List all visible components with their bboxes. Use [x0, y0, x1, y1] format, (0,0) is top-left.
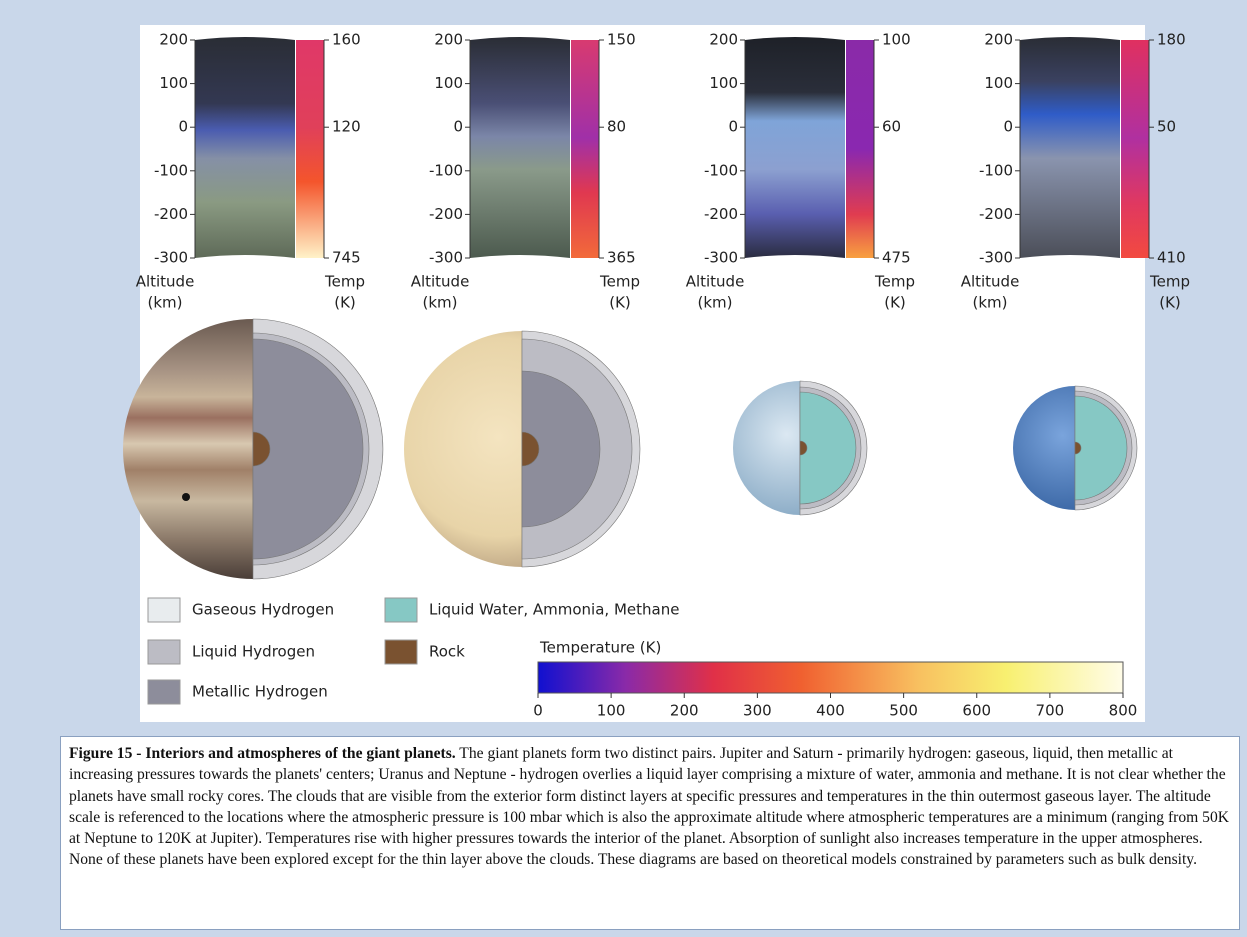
legend-swatch [148, 680, 180, 704]
axis-label: Altitude [136, 273, 195, 291]
temp-label: 160 [332, 31, 361, 49]
colorbar-title: Temperature (K) [539, 639, 661, 657]
page: 200 100 0 -100 -200 -300 160 120 745 Altitude (km)… [0, 0, 1247, 937]
altitude-tick-label: 0 [178, 118, 188, 136]
colorbar-tick-label: 600 [962, 702, 991, 720]
colorbar [538, 662, 1123, 693]
axis-label: Altitude [961, 273, 1020, 291]
axis-label: (K) [884, 294, 906, 312]
atmosphere-column [745, 37, 845, 258]
axis-label: Altitude [411, 273, 470, 291]
altitude-tick-label: -300 [704, 249, 738, 267]
legend-label: Gaseous Hydrogen [192, 601, 334, 619]
altitude-tick-label: 100 [434, 74, 463, 92]
atmosphere-column [1020, 37, 1120, 258]
altitude-tick-label: -300 [429, 249, 463, 267]
altitude-tick-label: 0 [453, 118, 463, 136]
axis-label: (km) [697, 294, 732, 312]
moon-shadow [182, 493, 190, 501]
legend-label: Rock [429, 643, 465, 661]
temp-label: 365 [607, 249, 636, 267]
temp-label: 475 [882, 249, 911, 267]
legend-swatch [148, 598, 180, 622]
temp-label: 80 [607, 118, 626, 136]
caption-title: Figure 15 - Interiors and atmospheres of… [69, 745, 456, 762]
axis-label: (km) [422, 294, 457, 312]
atmosphere-column [195, 37, 295, 258]
altitude-tick-label: -300 [154, 249, 188, 267]
axis-label: (K) [334, 294, 356, 312]
colorbar-tick-label: 700 [1036, 702, 1065, 720]
atmosphere-column [470, 37, 570, 258]
colorbar-tick-label: 800 [1109, 702, 1138, 720]
colorbar-tick-label: 300 [743, 702, 772, 720]
axis-label: Temp [1149, 273, 1190, 291]
axis-label: Altitude [686, 273, 745, 291]
axis-label: (K) [609, 294, 631, 312]
altitude-tick-label: -100 [429, 161, 463, 179]
temperature-bar [571, 40, 599, 258]
axis-label: (km) [972, 294, 1007, 312]
temperature-bar [296, 40, 324, 258]
colorbar-tick-label: 100 [597, 702, 626, 720]
legend-label: Metallic Hydrogen [192, 683, 328, 701]
temp-label: 745 [332, 249, 361, 267]
altitude-tick-label: 100 [709, 74, 738, 92]
altitude-tick-label: -100 [979, 161, 1013, 179]
axis-label: Temp [324, 273, 365, 291]
temperature-bar [846, 40, 874, 258]
colorbar-tick-label: 400 [816, 702, 845, 720]
legend-swatch [385, 598, 417, 622]
legend-swatch [148, 640, 180, 664]
axis-label: Temp [874, 273, 915, 291]
altitude-tick-label: -200 [154, 205, 188, 223]
temp-label: 150 [607, 31, 636, 49]
colorbar-tick-label: 500 [889, 702, 918, 720]
altitude-tick-label: 0 [728, 118, 738, 136]
axis-label: (K) [1159, 294, 1181, 312]
altitude-tick-label: 0 [1003, 118, 1013, 136]
colorbar-tick-label: 0 [533, 702, 543, 720]
altitude-tick-label: 200 [984, 31, 1013, 49]
altitude-tick-label: 100 [984, 74, 1013, 92]
temp-label: 100 [882, 31, 911, 49]
temp-label: 410 [1157, 249, 1186, 267]
temp-label: 60 [882, 118, 901, 136]
temp-label: 120 [332, 118, 361, 136]
temperature-bar [1121, 40, 1149, 258]
caption: Figure 15 - Interiors and atmospheres of… [60, 736, 1240, 930]
axis-label: Temp [599, 273, 640, 291]
temp-label: 50 [1157, 118, 1176, 136]
colorbar-tick-label: 200 [670, 702, 699, 720]
altitude-tick-label: -200 [979, 205, 1013, 223]
altitude-tick-label: -200 [704, 205, 738, 223]
altitude-tick-label: 200 [434, 31, 463, 49]
altitude-tick-label: 200 [709, 31, 738, 49]
figure: 200 100 0 -100 -200 -300 160 120 745 Altitude (km)… [0, 0, 1247, 735]
altitude-tick-label: -100 [704, 161, 738, 179]
altitude-tick-label: -300 [979, 249, 1013, 267]
legend-label: Liquid Water, Ammonia, Methane [429, 601, 679, 619]
axis-label: (km) [147, 294, 182, 312]
altitude-tick-label: -200 [429, 205, 463, 223]
altitude-tick-label: -100 [154, 161, 188, 179]
altitude-tick-label: 100 [159, 74, 188, 92]
caption-text: The giant planets form two distinct pair… [69, 745, 1229, 868]
legend-swatch [385, 640, 417, 664]
temp-label: 180 [1157, 31, 1186, 49]
legend-label: Liquid Hydrogen [192, 643, 315, 661]
altitude-tick-label: 200 [159, 31, 188, 49]
